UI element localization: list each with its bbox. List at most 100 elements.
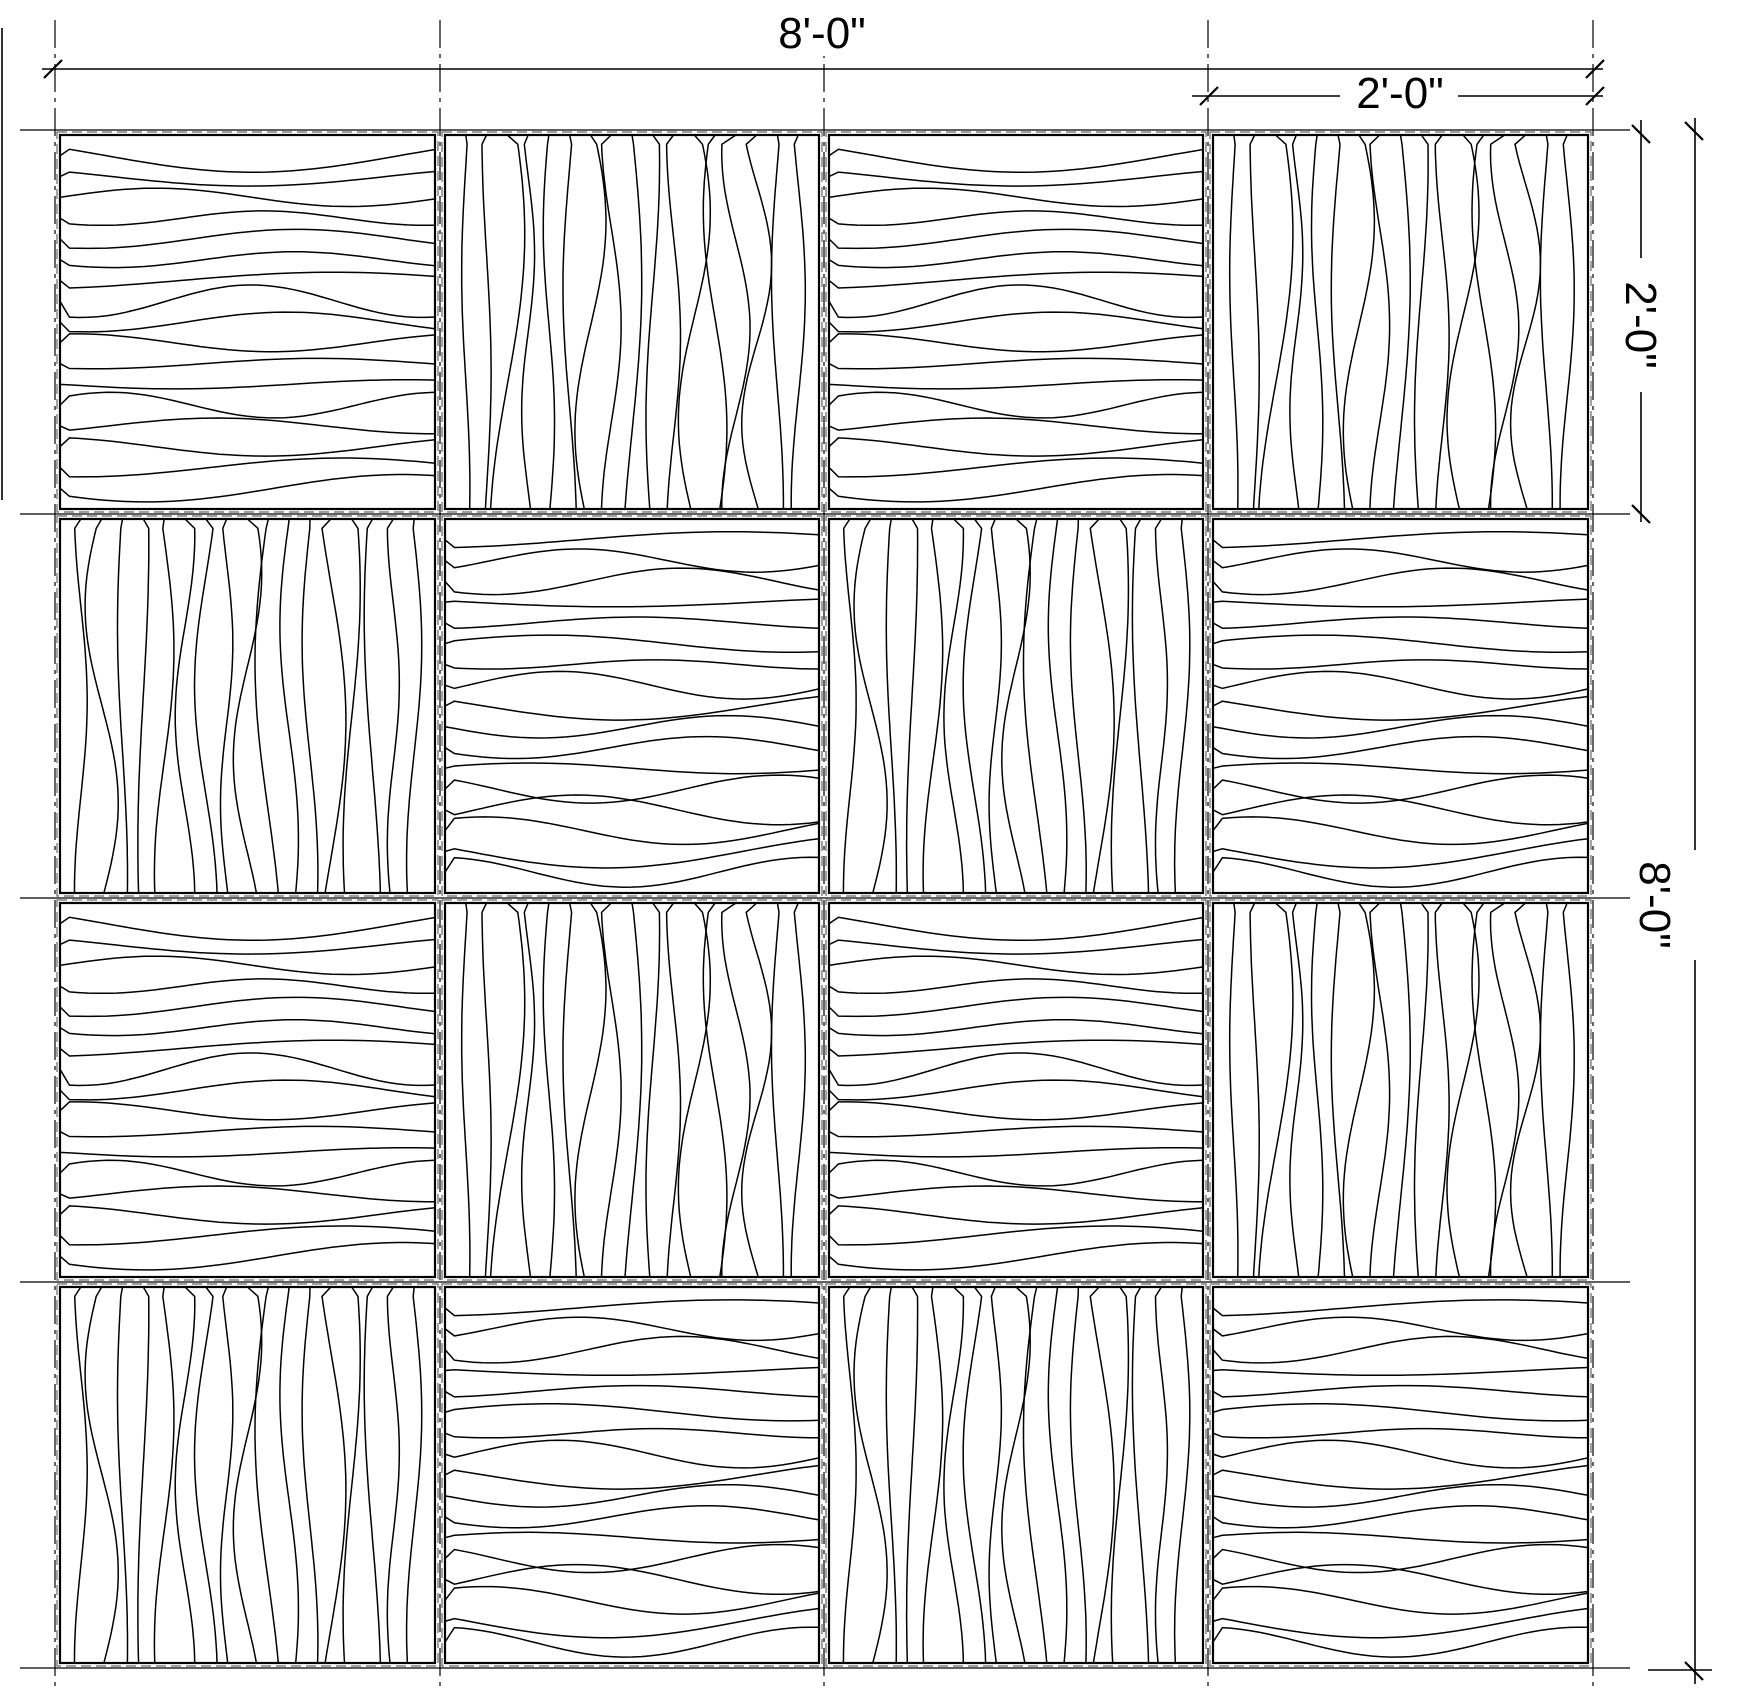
wave-line	[153, 1286, 175, 1664]
wave-line	[1001, 1286, 1031, 1664]
wave-line	[444, 598, 820, 608]
wave-line	[1212, 1505, 1589, 1529]
wave-line	[1212, 1585, 1589, 1615]
wave-line	[1173, 518, 1191, 894]
wave-line	[828, 1052, 1204, 1087]
panel-outline	[441, 1283, 823, 1667]
wave-line	[790, 902, 807, 1277]
wave-line	[444, 567, 820, 596]
wave-line	[444, 1439, 820, 1469]
wave-line	[1289, 134, 1304, 510]
wave-line	[943, 518, 965, 894]
panel-r4-c1	[56, 1283, 439, 1667]
wave-line	[444, 1316, 820, 1342]
wave-line	[542, 134, 556, 510]
wave-line	[1392, 902, 1411, 1278]
wave-line	[720, 902, 751, 1277]
wave-line	[828, 437, 1204, 457]
wave-line	[1413, 902, 1429, 1278]
wave-line	[828, 170, 1204, 187]
wave-line	[59, 1039, 436, 1057]
panel-r2-c4	[1209, 515, 1592, 897]
wave-line	[922, 1286, 944, 1664]
wave-line	[1212, 670, 1589, 700]
wave-line	[444, 1299, 820, 1317]
panel-r1-c3	[825, 131, 1207, 513]
wave-line	[1212, 1531, 1589, 1544]
wave-line	[1212, 1366, 1589, 1377]
wave-line	[922, 518, 944, 894]
wave-line	[386, 1286, 401, 1664]
panel-height-label: 2'-0"	[1616, 281, 1665, 369]
wave-line	[1559, 902, 1575, 1277]
wave-line	[790, 134, 807, 509]
wave-line	[84, 518, 119, 894]
wave-line	[342, 518, 361, 894]
panel-outline	[441, 515, 823, 897]
panel-r3-c2	[441, 899, 823, 1281]
panel-outline	[56, 131, 439, 513]
wave-line	[481, 902, 492, 1278]
wave-line	[405, 518, 423, 894]
wave-line	[1212, 1543, 1589, 1574]
wave-line	[59, 1079, 436, 1101]
wave-line	[702, 134, 728, 510]
wave-line	[444, 1505, 820, 1529]
wave-line	[444, 1427, 820, 1439]
wave-line	[1489, 902, 1520, 1277]
wave-line	[1131, 1286, 1150, 1664]
wave-line	[59, 1241, 436, 1271]
panel-r3-c4	[1209, 899, 1592, 1281]
wave-line	[84, 1286, 119, 1664]
wave-line	[828, 333, 1204, 353]
panel-width-label: 2'-0"	[1356, 69, 1444, 118]
wave-line	[1212, 548, 1589, 573]
wave-line	[444, 1366, 820, 1377]
wave-line	[59, 271, 436, 289]
wave-line	[59, 284, 436, 319]
panel-outline	[56, 899, 439, 1281]
panel-border	[1211, 1285, 1590, 1665]
wave-line	[1212, 659, 1589, 670]
wave-line	[1212, 794, 1589, 826]
wave-line	[444, 1563, 820, 1596]
panel-outline	[441, 131, 823, 513]
wave-line	[542, 902, 556, 1278]
wave-line	[1446, 902, 1480, 1278]
wave-line	[828, 271, 1204, 289]
wave-line	[828, 417, 1203, 435]
wave-line	[174, 518, 196, 894]
wave-line	[321, 518, 347, 894]
panel-border	[443, 517, 821, 895]
wave-line	[1212, 856, 1589, 888]
wave-line	[702, 902, 728, 1278]
wave-line	[770, 902, 785, 1277]
wave-line	[1369, 134, 1391, 510]
wave-line	[1310, 902, 1324, 1278]
wave-line	[59, 955, 436, 976]
wave-line	[1212, 1607, 1589, 1639]
wave-line	[444, 816, 820, 846]
wave-line	[59, 333, 436, 353]
wave-line	[1001, 518, 1031, 894]
wave-line	[1249, 134, 1260, 510]
overall-height-label: 8'-0"	[1630, 861, 1679, 949]
wave-line	[444, 714, 820, 739]
wave-line	[444, 670, 820, 700]
wave-line	[1212, 1335, 1589, 1364]
wave-line	[828, 978, 1204, 995]
wave-line	[677, 902, 712, 1278]
wave-line	[444, 1403, 820, 1422]
wave-line	[444, 774, 820, 804]
wave-line	[444, 1626, 820, 1658]
wave-line	[1110, 518, 1130, 894]
wave-line	[1212, 1439, 1589, 1469]
wave-line	[301, 518, 319, 894]
panel-r4-c2	[441, 1283, 823, 1667]
wave-line	[59, 228, 436, 250]
wave-line	[59, 311, 436, 333]
wave-line	[73, 1286, 88, 1663]
wave-line	[520, 134, 536, 510]
wave-line	[460, 134, 471, 510]
